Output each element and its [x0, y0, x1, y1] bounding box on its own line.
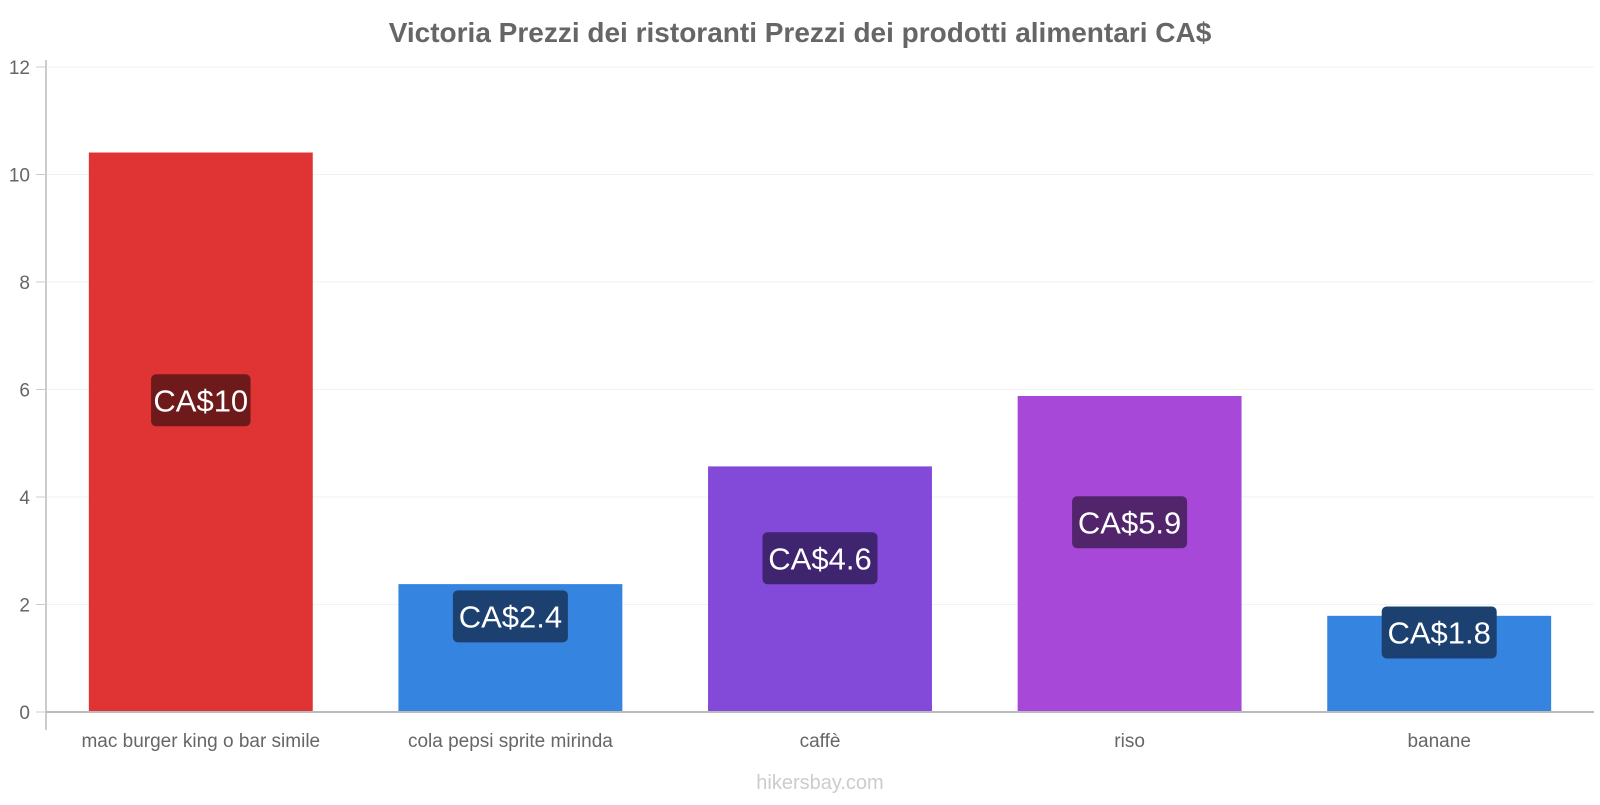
x-axis-labels: mac burger king o bar simile cola pepsi s…	[81, 731, 1470, 752]
y-axis-ticks: 0 2 4 6 8 10 12	[9, 58, 46, 724]
y-tick-label: 4	[19, 488, 30, 509]
x-tick-label: cola pepsi sprite mirinda	[408, 731, 613, 752]
y-tick-label: 8	[19, 273, 30, 294]
y-tick-label: 10	[9, 166, 30, 187]
data-label: CA$4.6	[768, 541, 871, 576]
x-tick-label: riso	[1114, 731, 1145, 752]
x-tick-label: mac burger king o bar simile	[81, 731, 320, 752]
x-tick-label: caffè	[800, 731, 841, 752]
chart-container: Victoria Prezzi dei ristoranti Prezzi de…	[0, 0, 1600, 800]
y-tick-label: 2	[19, 596, 30, 617]
bar[interactable]	[89, 153, 312, 712]
data-label: CA$10	[153, 383, 248, 418]
source-credit: hikersbay.com	[756, 772, 883, 794]
bar-chart: Victoria Prezzi dei ristoranti Prezzi de…	[0, 0, 1600, 800]
x-tick-label: banane	[1407, 731, 1470, 752]
y-tick-label: 0	[19, 703, 30, 724]
bar[interactable]	[709, 467, 932, 712]
y-tick-label: 12	[9, 58, 30, 79]
data-label: CA$5.9	[1078, 505, 1181, 540]
chart-title: Victoria Prezzi dei ristoranti Prezzi de…	[389, 17, 1212, 48]
data-label: CA$1.8	[1387, 615, 1490, 650]
bar[interactable]	[1018, 396, 1241, 712]
data-label: CA$2.4	[459, 599, 562, 634]
bars: CA$10 CA$2.4 CA$4.6 CA$5.9 CA$1.8	[89, 153, 1550, 712]
y-tick-label: 6	[19, 381, 30, 402]
